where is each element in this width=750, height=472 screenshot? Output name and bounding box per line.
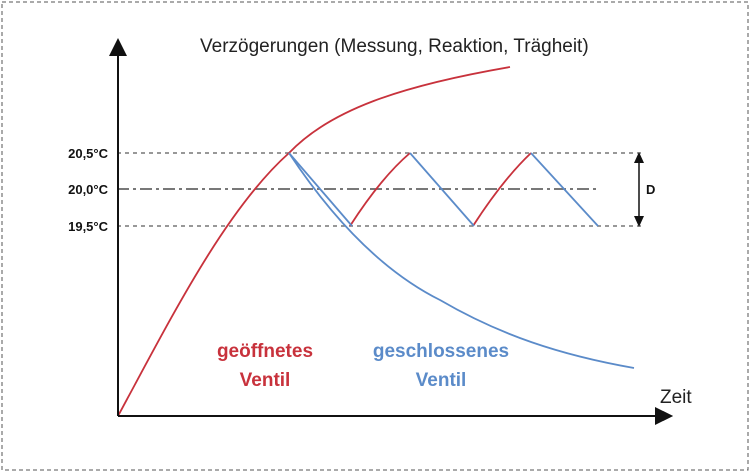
cooling-cycle-3 <box>530 152 599 227</box>
band-arrow-bottom <box>634 216 644 227</box>
heating-cycle-1 <box>349 152 411 227</box>
heating-curve-delayed <box>117 66 511 417</box>
closed-valve-label-line2: Ventil <box>416 370 467 391</box>
y-tick-upper: 20,5°C <box>68 146 109 161</box>
cooling-cycle-1 <box>288 152 353 227</box>
open-valve-label-line2: Ventil <box>240 370 291 391</box>
x-axis-label: Zeit <box>660 387 692 408</box>
band-label: D <box>646 182 655 197</box>
heating-cycle-2 <box>472 152 532 227</box>
y-tick-lower: 19,5°C <box>68 219 109 234</box>
y-tick-setpoint: 20,0°C <box>68 182 109 197</box>
cooling-curve-delayed <box>288 152 635 369</box>
open-valve-label-line1: geöffnetes <box>217 341 313 362</box>
band-arrow-top <box>634 152 644 163</box>
y-axis-arrowhead <box>109 38 127 56</box>
closed-valve-label-line1: geschlossenes <box>373 341 509 362</box>
cooling-cycle-2 <box>409 152 475 227</box>
x-axis-arrowhead <box>655 407 673 425</box>
diagram-title: Verzögerungen (Messung, Reaktion, Träghe… <box>200 36 589 57</box>
